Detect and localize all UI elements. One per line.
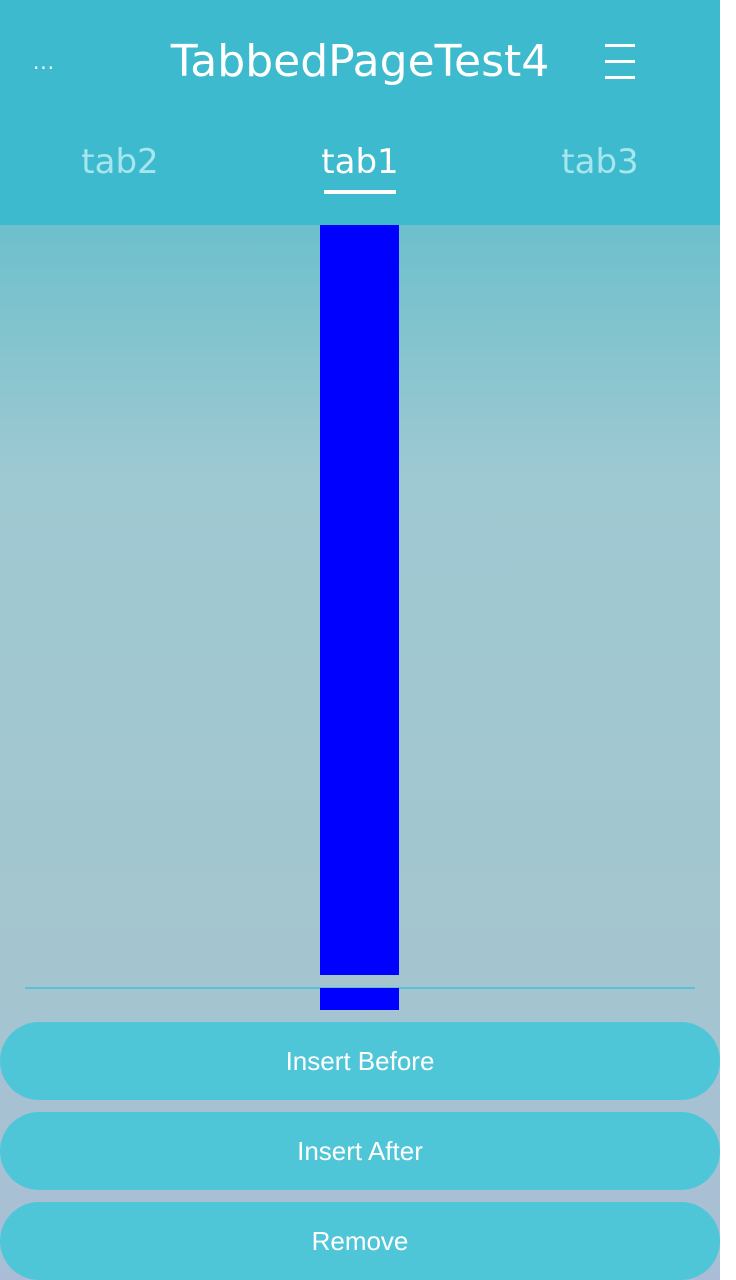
active-tab-indicator bbox=[324, 190, 396, 194]
app-window: ... TabbedPageTest4 tab2 tab1 tab3 Inser… bbox=[0, 0, 720, 1280]
menu-line bbox=[605, 44, 635, 47]
tab-tab1[interactable]: tab1 bbox=[240, 130, 480, 200]
header-bar: ... TabbedPageTest4 tab2 tab1 tab3 bbox=[0, 0, 720, 225]
insert-before-button[interactable]: Insert Before bbox=[0, 1022, 720, 1100]
tab-label: tab2 bbox=[81, 142, 159, 182]
menu-line bbox=[605, 60, 635, 63]
menu-line bbox=[605, 76, 635, 79]
tab-bar: tab2 tab1 tab3 bbox=[0, 130, 720, 200]
tab-label: tab1 bbox=[321, 142, 399, 182]
more-options-icon[interactable]: ... bbox=[32, 50, 56, 74]
blue-box-view bbox=[320, 225, 399, 975]
insert-after-button[interactable]: Insert After bbox=[0, 1112, 720, 1190]
tab-label: tab3 bbox=[561, 142, 639, 182]
tab-tab3[interactable]: tab3 bbox=[480, 130, 720, 200]
page-title: TabbedPageTest4 bbox=[170, 36, 550, 87]
hamburger-menu-icon[interactable] bbox=[598, 40, 642, 84]
tab-content bbox=[0, 225, 720, 1025]
tab-tab2[interactable]: tab2 bbox=[0, 130, 240, 200]
blue-box-view-lower bbox=[320, 988, 399, 1010]
remove-button[interactable]: Remove bbox=[0, 1202, 720, 1280]
